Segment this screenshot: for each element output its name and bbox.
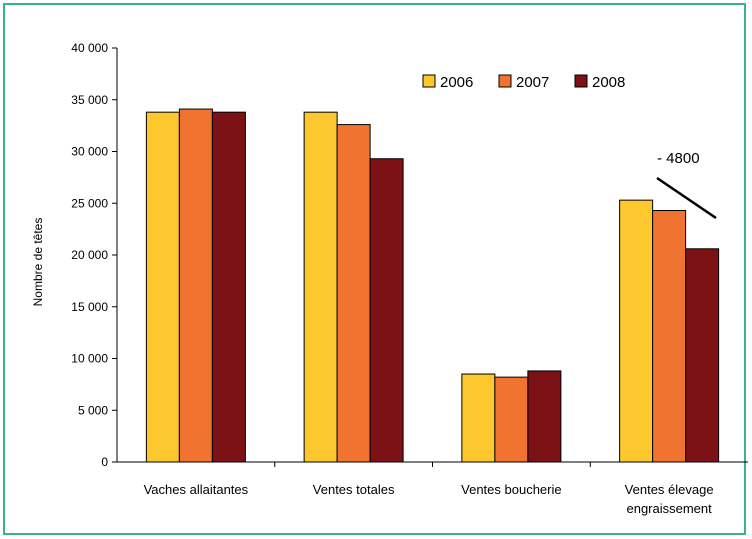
y-tick-label: 0	[101, 455, 108, 469]
bar-2007	[652, 209, 687, 463]
bar-2008	[527, 370, 562, 463]
annotation-label: - 4800	[657, 150, 700, 167]
legend-label-2006: 2006	[440, 74, 473, 91]
bar-2006	[145, 111, 180, 463]
x-category-label: Ventes totales	[313, 482, 395, 497]
legend-label-2008: 2008	[592, 74, 625, 91]
bar-2007	[336, 124, 371, 463]
y-tick-label: 10 000	[71, 352, 108, 366]
y-tick-label: 15 000	[71, 300, 108, 314]
x-category-label: Ventes boucherie	[461, 482, 561, 497]
x-category-label: Ventes élevage engraissement	[625, 482, 714, 516]
y-tick-label: 35 000	[71, 93, 108, 107]
bar-2007	[178, 108, 213, 463]
bar-2008	[211, 111, 246, 463]
bar-2006	[303, 111, 338, 463]
y-axis-label: Nombre de têtes	[31, 218, 45, 307]
bar-2008	[685, 248, 720, 463]
y-tick-label: 30 000	[71, 145, 108, 159]
legend-swatch-2008	[574, 74, 588, 88]
y-tick-label: 25 000	[71, 196, 108, 210]
legend-label-2007: 2007	[516, 74, 549, 91]
bar-2008	[369, 158, 404, 463]
annotation-trend-line	[656, 176, 717, 220]
legend-swatch-2006	[422, 74, 436, 88]
legend-swatch-2007	[498, 74, 512, 88]
y-tick-label: 20 000	[71, 248, 108, 262]
y-tick-label: 40 000	[71, 41, 108, 55]
bar-2006	[619, 199, 654, 463]
y-tick-label: 5 000	[78, 403, 108, 417]
bar-2006	[461, 373, 496, 463]
x-category-label: Vaches allaitantes	[144, 482, 249, 497]
bar-2007	[494, 376, 529, 463]
